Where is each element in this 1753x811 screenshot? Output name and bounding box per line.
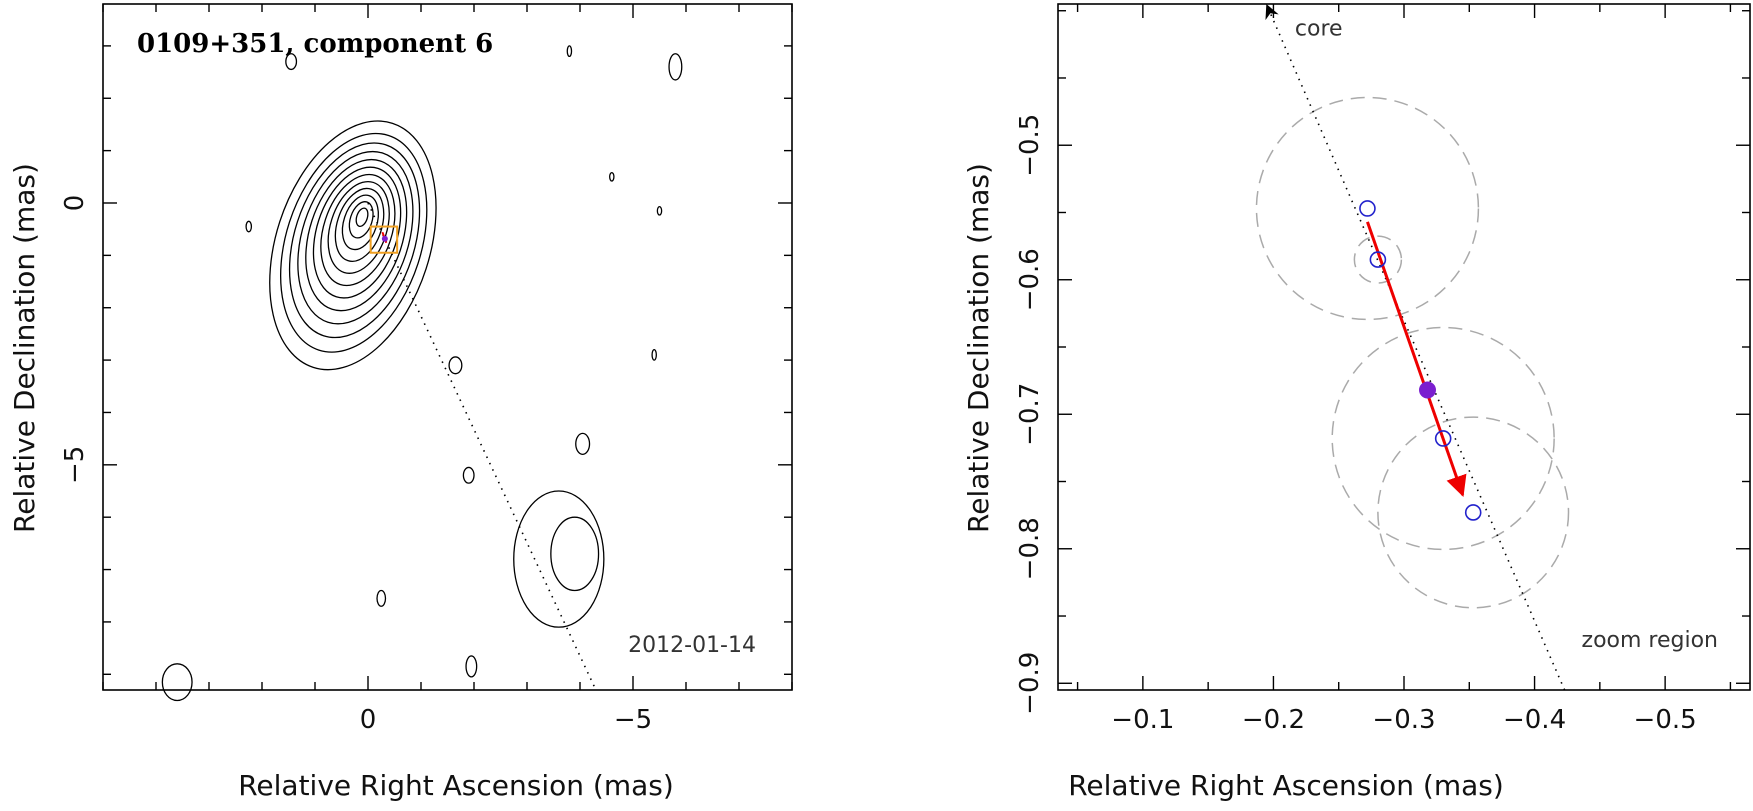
left-x-tick-label: −5 [614,705,652,735]
core-contour [320,173,396,287]
left-y-tick-label: 0 [60,195,90,212]
component-position [1464,504,1482,521]
left-y-tick-label: −5 [60,446,90,484]
left-plot-area [161,45,683,702]
right-y-tick-label: −0.5 [1015,114,1045,177]
zoom-region-box [369,225,399,254]
contour-island [465,655,478,678]
contour-island [575,432,591,456]
right-x-tick-label: −0.5 [1634,705,1697,735]
core-contour [280,132,428,353]
left-axes-frame [102,3,793,691]
right-y-axis-label: Relative Declination (mas) [962,163,995,533]
left-x-axis-label: Relative Right Ascension (mas) [238,769,674,802]
right-x-tick-label: −0.1 [1111,705,1174,735]
core-contour [288,142,421,339]
position-error-circle [1377,416,1570,609]
core-contour [305,158,408,312]
right-ticks: −0.1 −0.2 −0.3 −0.4 −0.5 −0.5 −0.6 −0.7 −0.8 −0.9 [1015,4,1750,735]
right-y-tick-label: −0.6 [1015,248,1045,311]
contour-island [668,53,683,81]
contour-island [285,53,298,71]
left-y-axis-label: Relative Declination (mas) [8,163,41,533]
velocity-vector [1366,221,1467,497]
panel-left: 0 −50−5 0109+351, component 6 2012-01-14 … [8,3,793,802]
right-x-tick-label: −0.4 [1503,705,1566,735]
panel-right: −0.1 −0.2 −0.3 −0.4 −0.5 −0.5 −0.6 −0.7 −0.8 −0.9… [962,3,1751,802]
core-contour [341,194,379,251]
core-contour [312,166,402,299]
right-x-axis-label: Relative Right Ascension (mas) [1068,769,1504,802]
right-x-tick-label: −0.2 [1242,705,1305,735]
core-contour [269,120,437,371]
contour-island [245,220,253,233]
core-contour [355,207,369,228]
zoom-region-annotation: zoom region [1582,628,1718,653]
left-x-tick-label: 0 [360,705,377,735]
component-position [1359,200,1376,217]
contour-island [448,356,463,375]
core-contour [334,187,385,262]
right-y-tick-label: −0.8 [1015,517,1045,580]
contour-island [656,206,663,216]
right-y-tick-label: −0.9 [1015,652,1045,715]
core-contour [297,150,414,325]
contour-island [376,589,387,607]
ridge-line [367,202,597,691]
contour-island [651,348,657,361]
core-annotation: core [1295,16,1343,41]
core-contour [348,201,374,239]
component-position [1369,251,1387,268]
right-plot-area [1255,4,1570,691]
right-axes-frame [1057,3,1751,691]
contour-island [609,171,615,182]
contour-island [513,490,605,628]
contour-island [550,516,600,592]
component-position [1434,430,1452,447]
position-error-circle [1331,326,1555,551]
position-error-circle [1353,235,1403,284]
mean-position-mini [381,235,388,242]
right-y-tick-label: −0.7 [1015,383,1045,446]
position-error-circle [1255,96,1480,321]
map-title: 0109+351, component 6 [137,29,493,59]
mean-position [1419,381,1437,399]
left-ticks: 0 −5 0 −5 [60,4,793,735]
contour-island [462,466,475,484]
contour-island [161,663,193,702]
right-x-tick-label: −0.3 [1372,705,1435,735]
contour-island [566,45,573,58]
epoch-date: 2012-01-14 [628,633,756,658]
